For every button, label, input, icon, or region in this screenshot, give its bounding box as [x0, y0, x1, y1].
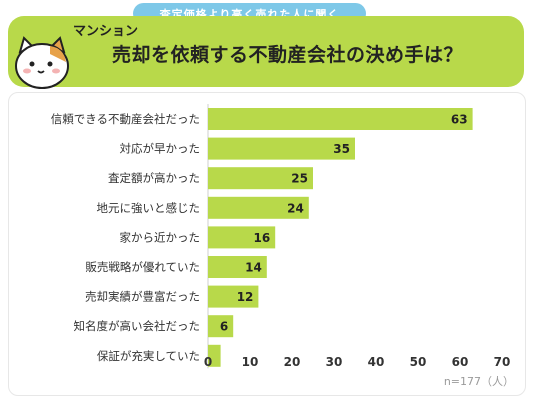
category-label: 対応が早かった: [120, 142, 201, 156]
x-tick-label: 0: [204, 355, 212, 369]
value-label: 16: [253, 231, 270, 245]
value-label: 6: [220, 320, 228, 334]
header-subtitle: マンション: [73, 24, 139, 39]
chart-title: 売却を依頼する不動産会社の決め手は？: [112, 44, 464, 66]
category-label: 地元に強いと感じた: [97, 201, 201, 215]
value-label: 14: [245, 261, 262, 275]
bar: [208, 315, 234, 338]
x-tick-label: 20: [284, 355, 301, 369]
value-label: 63: [451, 113, 468, 127]
bar: [208, 137, 355, 160]
bar: [208, 344, 221, 367]
category-label: 査定額が高かった: [108, 171, 200, 185]
category-label: 知名度が高い会社だった: [74, 319, 201, 333]
value-label: 24: [287, 201, 304, 215]
x-tick-label: 70: [494, 355, 511, 369]
value-label: 12: [237, 290, 254, 304]
value-label: 25: [291, 172, 308, 186]
bar: [208, 226, 276, 249]
x-tick-label: 40: [368, 355, 385, 369]
sample-size-note: n=177（人）: [443, 375, 514, 388]
x-tick-label: 10: [242, 355, 259, 369]
x-tick-label: 50: [410, 355, 427, 369]
value-label: 35: [333, 142, 350, 156]
x-tick-label: 60: [452, 355, 469, 369]
category-label: 販売戦略が優れていた: [85, 260, 200, 274]
cat-mascot-icon: [15, 36, 69, 89]
bar: [208, 285, 259, 308]
category-label: 家から近かった: [120, 230, 201, 244]
bar: [208, 196, 309, 219]
x-tick-label: 30: [326, 355, 343, 369]
bar: [208, 256, 267, 278]
category-label: 信頼できる不動産会社だった: [51, 112, 200, 126]
category-label: 保証が充実していた: [97, 349, 200, 363]
bar: [208, 108, 473, 130]
header-banner: [8, 16, 524, 87]
bar: [208, 167, 313, 190]
category-label: 売却実績が豊富だった: [85, 290, 200, 304]
